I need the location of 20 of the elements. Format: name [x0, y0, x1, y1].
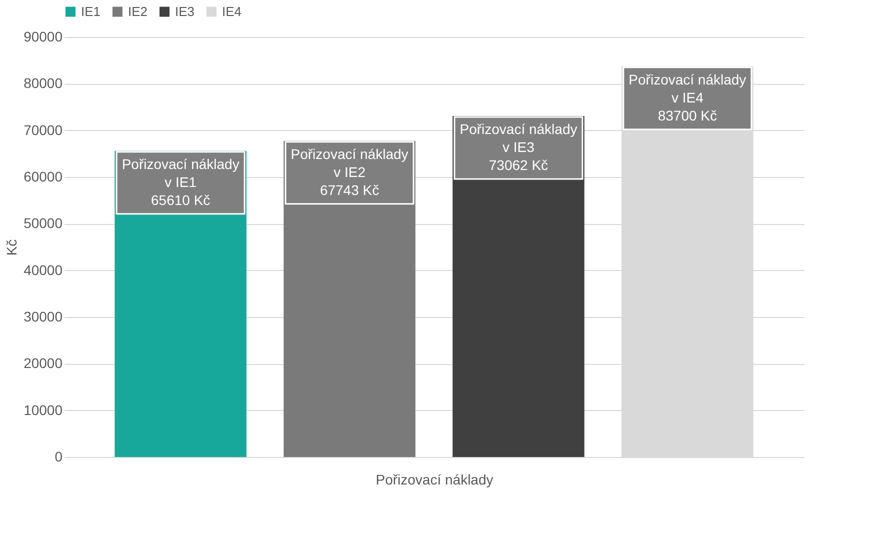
- y-tick-label: 70000: [24, 122, 63, 138]
- data-label: Pořizovací náklady v IE1 65610 Kč: [122, 156, 240, 208]
- y-tick-label: 0: [54, 448, 63, 464]
- data-label: Pořizovací náklady v IE2 67743 Kč: [290, 146, 408, 198]
- y-tick-label: 60000: [24, 168, 63, 184]
- x-axis-title: Pořizovací náklady: [376, 472, 494, 488]
- y-tick-label: 50000: [24, 215, 63, 232]
- y-tick-label: 20000: [24, 355, 63, 372]
- y-axis-title: Kč: [4, 239, 20, 256]
- legend-label: IE1: [81, 4, 101, 19]
- y-tick-label: 90000: [24, 28, 63, 44]
- y-tick-label: 10000: [24, 402, 63, 418]
- data-label: Pořizovací náklady v IE3 73062 Kč: [460, 121, 578, 174]
- y-tick-label: 40000: [24, 262, 63, 278]
- y-tick-label: 80000: [24, 75, 63, 92]
- legend-label: IE2: [128, 4, 148, 19]
- data-label: Pořizovací náklady v IE4 83700 Kč: [628, 71, 746, 124]
- y-tick-label: 30000: [24, 308, 63, 324]
- legend-label: IE3: [175, 4, 195, 19]
- legend-label: IE4: [222, 4, 242, 19]
